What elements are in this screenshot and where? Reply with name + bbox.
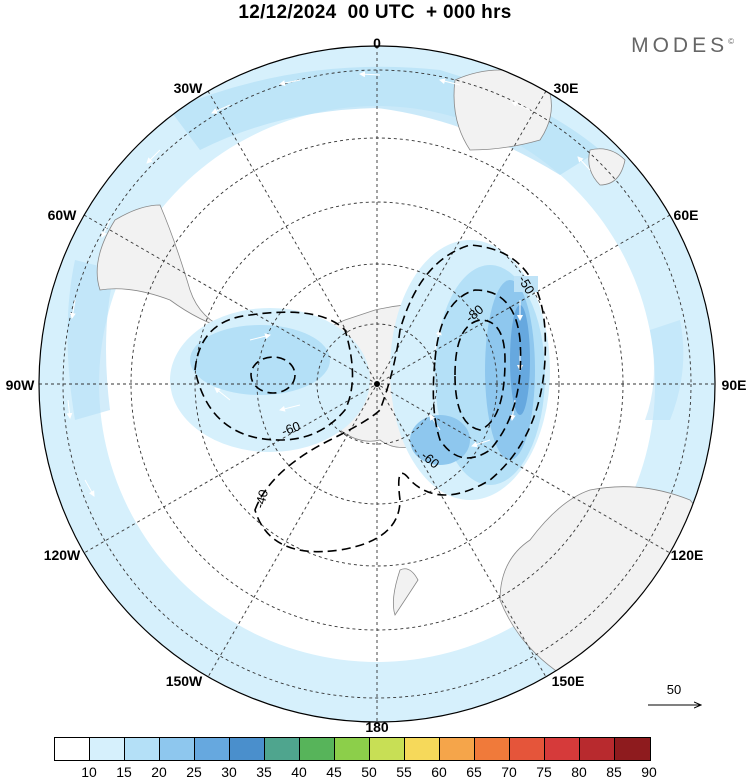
lon-label-30w: 30W [174,80,204,96]
colorbar-tick-label: 35 [256,764,272,780]
map-border [38,45,716,723]
lon-label-30e: 30E [554,80,579,96]
brand-text: MODES [631,34,729,57]
modes-logo: MODES© [631,34,734,58]
lon-label-90e: 90E [722,377,747,393]
colorbar-cell [265,738,300,760]
colorbar-tick-label: 90 [641,764,657,780]
colorbar-tick-label: 75 [536,764,552,780]
colorbar-cell [580,738,615,760]
colorbar-tick-label: 20 [151,764,167,780]
lon-label-150w: 150W [166,673,203,689]
colorbar-tick-label: 30 [221,764,237,780]
lon-label-90w: 90W [6,377,36,393]
colorbar-cell [90,738,125,760]
colorbar-cell [615,738,650,760]
contour-label-5: -40 [252,488,271,510]
colorbar-tick-label: 55 [396,764,412,780]
colorbar-cell [125,738,160,760]
colorbar-cell [195,738,230,760]
contour-lines [194,244,547,553]
colorbar-tick-label: 85 [606,764,622,780]
colorbar-ticks: 10 15 20 25 30 35 40 45 50 55 60 65 70 75 80 85 90 [54,764,704,780]
colorbar-cell [160,738,195,760]
polar-map: -50 -80 -60 -60 -40 0 30E 60E 90E 120E 1… [6,35,747,735]
reference-vector: 50 [648,682,701,705]
lon-label-150e: 150E [552,673,585,689]
wind-speed-shading [170,240,550,500]
colorbar-cell [335,738,370,760]
south-pole-dot [374,381,380,387]
vector-scale-label: 50 [667,682,681,697]
colorbar-tick-label: 40 [291,764,307,780]
colorbar [54,737,651,761]
copyright-mark: © [728,37,734,46]
lon-label-120w: 120W [44,547,81,563]
colorbar-cell [440,738,475,760]
lon-label-180: 180 [365,719,389,735]
colorbar-cell [370,738,405,760]
colorbar-tick-label: 10 [81,764,97,780]
colorbar-tick-label: 65 [466,764,482,780]
map-title: 12/12/2024 00 UTC + 000 hrs [238,2,512,23]
colorbar-tick-label: 50 [361,764,377,780]
contour-label-4: -60 [279,418,302,439]
colorbar-tick-label: 60 [431,764,447,780]
colorbar-tick-label: 25 [186,764,202,780]
colorbar-cell [545,738,580,760]
colorbar-cell [510,738,545,760]
lon-label-0: 0 [373,35,381,51]
colorbar-cell [300,738,335,760]
colorbar-tick-label: 80 [571,764,587,780]
colorbar-tick-label: 70 [501,764,517,780]
colorbar-cell [55,738,90,760]
colorbar-tick-label: 15 [116,764,132,780]
colorbar-cell [230,738,265,760]
lon-label-60w: 60W [48,207,78,223]
longitude-labels: 0 30E 60E 90E 120E 150E 180 150W 120W 90… [6,35,747,735]
colorbar-cell [405,738,440,760]
colorbar-cell [475,738,510,760]
lon-label-120e: 120E [671,547,704,563]
lon-label-60e: 60E [674,207,699,223]
colorbar-tick-label: 45 [326,764,342,780]
